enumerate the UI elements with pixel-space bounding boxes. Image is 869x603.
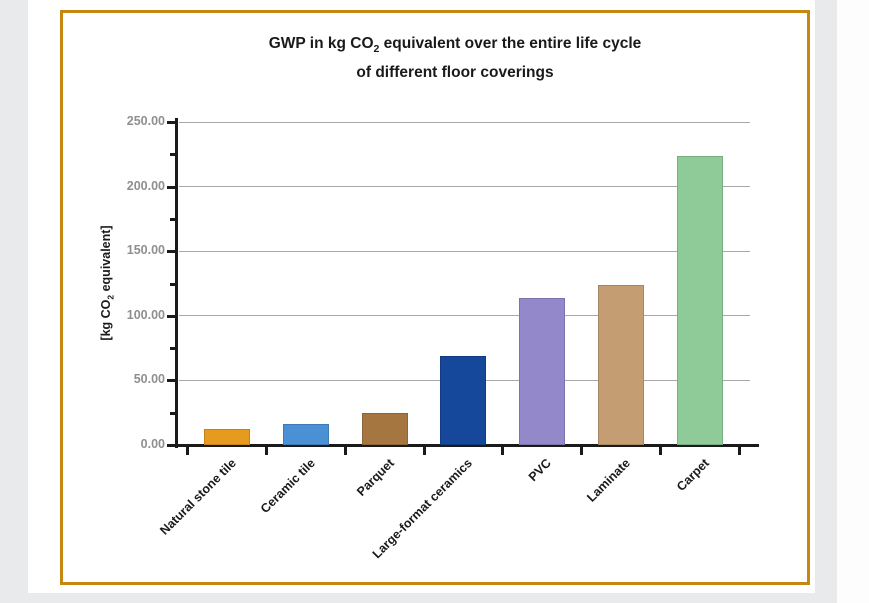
x-tick-4 <box>501 447 505 455</box>
x-label-natural-stone-tile: Natural stone tile <box>157 456 239 538</box>
y-tick-label-50: 50.00 <box>133 372 165 387</box>
y-major-tick-50 <box>167 379 176 383</box>
x-label-parquet: Parquet <box>353 456 397 499</box>
y-major-tick-250 <box>167 121 176 124</box>
x-tick-5 <box>580 447 584 455</box>
y-major-tick-0 <box>167 444 176 447</box>
y-tick-label-200: 200.00 <box>126 178 165 193</box>
y-major-tick-200 <box>167 185 176 189</box>
x-tick-7 <box>737 447 741 455</box>
app-background-strip <box>837 0 869 603</box>
gridline-250 <box>179 121 750 123</box>
co2-subscript: 2 <box>105 294 116 300</box>
gridline-150 <box>179 250 750 252</box>
y-major-tick-150 <box>167 250 176 254</box>
y-minor-tick-225 <box>170 153 176 157</box>
x-tick-3 <box>422 447 426 455</box>
gridline-100 <box>179 315 750 317</box>
gridline-200 <box>179 186 750 188</box>
y-axis-label: [kg CO2 equivalent] <box>99 225 116 341</box>
chart-title-line1: GWP in kg CO2 equivalent over the entire… <box>268 35 642 56</box>
y-tick-label-150: 150.00 <box>126 243 165 258</box>
x-tick-0 <box>186 447 190 455</box>
bar-parquet <box>361 412 408 445</box>
y-minor-tick-125 <box>170 282 176 286</box>
bar-pvc <box>519 297 566 445</box>
y-minor-tick-25 <box>170 411 176 415</box>
bar-large-format-ceramics <box>440 355 487 445</box>
bar-natural-stone-tile <box>204 429 250 445</box>
x-tick-2 <box>343 447 347 455</box>
bar-carpet <box>676 155 723 445</box>
x-axis-line <box>174 444 759 447</box>
chart-title: GWP in kg CO2 equivalent over the entire… <box>155 32 755 85</box>
chart-title-line2: of different floor coverings <box>356 64 554 82</box>
co2-subscript: 2 <box>373 43 380 56</box>
y-minor-tick-75 <box>170 347 176 351</box>
y-major-tick-100 <box>167 314 176 318</box>
x-tick-1 <box>264 447 268 455</box>
bar-ceramic-tile <box>282 424 329 445</box>
y-minor-tick-175 <box>170 217 176 221</box>
bar-laminate <box>598 284 644 445</box>
y-axis-line <box>175 118 178 448</box>
y-tick-label-0: 0.00 <box>140 437 165 451</box>
y-tick-label-250: 250.00 <box>126 114 165 128</box>
x-tick-6 <box>658 447 662 455</box>
y-tick-label-100: 100.00 <box>126 307 165 322</box>
x-label-large-format-ceramics: Large-format ceramics <box>370 456 476 562</box>
